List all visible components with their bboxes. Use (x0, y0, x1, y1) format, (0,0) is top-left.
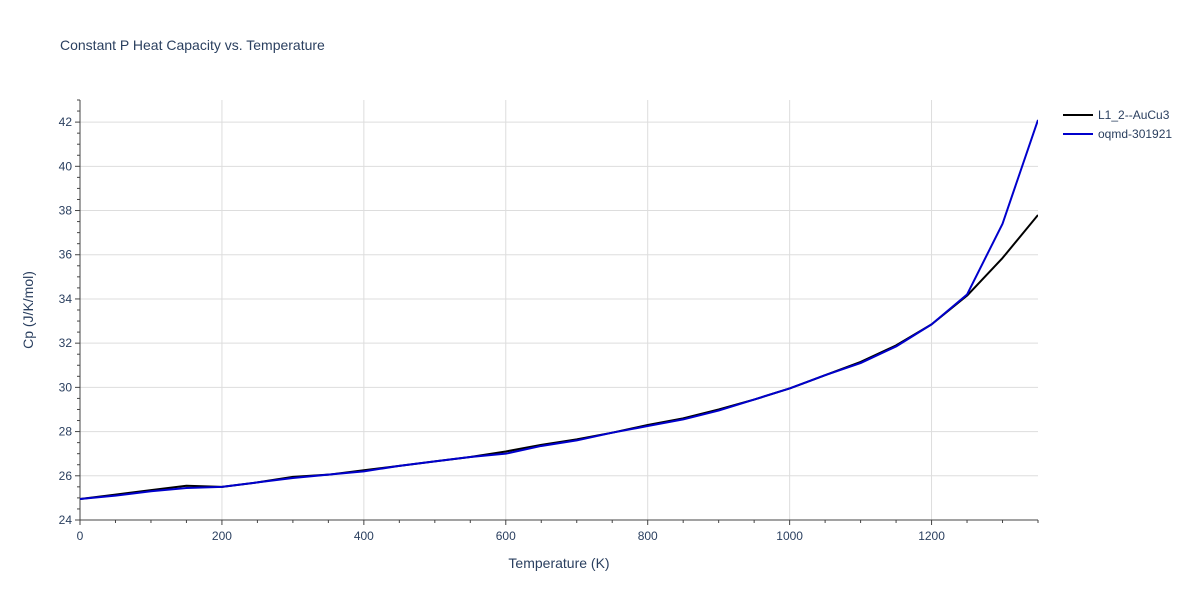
y-ticks: 24 26 28 30 32 34 36 38 40 42 (59, 99, 80, 527)
y-axis-title: Cp (J/K/mol) (20, 271, 36, 349)
y-tick-label: 28 (59, 425, 73, 439)
x-tick-label: 800 (638, 529, 658, 543)
y-tick-label: 42 (59, 115, 73, 129)
y-tick-label: 40 (59, 159, 73, 173)
grid (80, 100, 1038, 520)
x-tick-label: 600 (496, 529, 516, 543)
axes (79, 100, 1038, 521)
x-tick-label: 1000 (776, 529, 803, 543)
y-tick-label: 38 (59, 204, 73, 218)
x-axis-title: Temperature (K) (508, 555, 609, 571)
series-line-1 (80, 119, 1038, 500)
chart-title: Constant P Heat Capacity vs. Temperature (60, 37, 325, 53)
legend-label: oqmd-301921 (1098, 127, 1172, 141)
legend-label: L1_2--AuCu3 (1098, 108, 1170, 122)
y-tick-label: 34 (59, 292, 73, 306)
x-tick-label: 1200 (918, 529, 945, 543)
y-tick-label: 30 (59, 380, 73, 394)
x-tick-label: 400 (354, 529, 374, 543)
series-lines (80, 119, 1038, 500)
y-tick-label: 32 (59, 336, 73, 350)
x-tick-label: 0 (77, 529, 84, 543)
y-tick-label: 26 (59, 469, 73, 483)
series-line-0 (80, 214, 1038, 500)
legend: L1_2--AuCu3 oqmd-301921 (1063, 108, 1172, 141)
y-tick-label: 24 (59, 513, 73, 527)
x-ticks: 0 200 400 600 800 1000 1200 (77, 520, 1039, 543)
y-tick-label: 36 (59, 248, 73, 262)
x-tick-label: 200 (212, 529, 232, 543)
